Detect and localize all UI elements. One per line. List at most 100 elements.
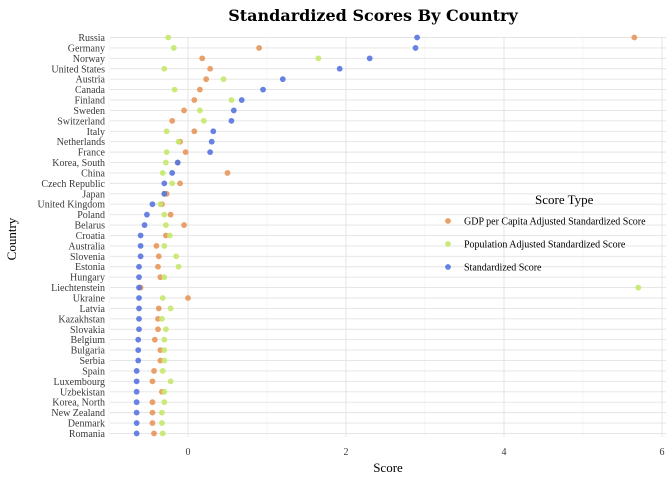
y-tick-label: Poland (77, 210, 105, 221)
data-point (207, 65, 214, 72)
data-point (165, 34, 172, 41)
data-point (315, 55, 322, 62)
data-point (153, 243, 160, 249)
legend-key (445, 241, 451, 247)
data-point (196, 107, 203, 114)
y-tick-label: Hungary (70, 273, 105, 284)
y-tick-label: Switzerland (57, 116, 105, 127)
data-point (136, 295, 142, 301)
data-point (133, 368, 140, 374)
data-point (170, 45, 177, 51)
y-tick-label: Ukraine (73, 294, 106, 305)
data-point (161, 180, 168, 187)
data-point (412, 45, 419, 51)
data-point (200, 117, 207, 124)
data-point (210, 128, 217, 135)
y-tick-label: Australia (68, 241, 105, 252)
data-point (137, 243, 144, 249)
y-tick-label: China (81, 168, 105, 179)
y-tick-label: Korea, South (52, 158, 105, 169)
data-point (144, 211, 150, 218)
data-point (169, 170, 176, 176)
y-tick-label: Russia (78, 33, 105, 44)
series-points (133, 34, 420, 437)
data-point (173, 253, 180, 260)
data-point (135, 336, 142, 343)
data-point (161, 347, 168, 353)
data-point (167, 378, 174, 385)
data-point (185, 295, 191, 301)
x-axis-tick-labels: 0 2 4 6 (186, 447, 665, 458)
data-point (161, 357, 168, 364)
data-point (177, 180, 184, 187)
data-point (133, 409, 140, 416)
y-tick-label: Austria (76, 75, 106, 86)
y-tick-label: Slovakia (70, 325, 106, 336)
data-point (136, 315, 142, 322)
data-point (136, 284, 142, 291)
data-point (166, 232, 173, 239)
data-point (161, 211, 168, 218)
data-point (157, 201, 164, 208)
data-point (631, 34, 638, 41)
data-point (228, 97, 235, 103)
y-tick-label: Canada (75, 85, 106, 96)
data-point (155, 305, 162, 312)
data-point (169, 180, 176, 187)
legend-key (445, 264, 451, 270)
data-point (163, 128, 170, 135)
data-point (133, 378, 140, 385)
data-point (136, 263, 142, 270)
data-point (162, 326, 169, 333)
data-point (161, 336, 168, 343)
y-tick-label: Czech Republic (41, 179, 105, 190)
data-point (169, 117, 176, 124)
data-point (238, 97, 245, 103)
data-point (191, 97, 198, 103)
data-point (161, 190, 168, 197)
data-point (207, 149, 214, 156)
data-point (162, 159, 169, 166)
y-tick-label: Netherlands (57, 137, 105, 148)
data-point (155, 263, 161, 270)
data-point (336, 65, 343, 72)
legend-label: GDP per Capita Adjusted Standardized Sco… (464, 217, 646, 228)
data-point (141, 222, 148, 228)
y-tick-label: Sweden (73, 106, 105, 117)
data-point (208, 138, 215, 145)
data-point (133, 430, 140, 437)
y-tick-label: Spain (82, 366, 105, 377)
data-point (136, 326, 142, 333)
legend-label: Population Adjusted Standardized Score (464, 240, 626, 251)
data-point (159, 430, 166, 437)
data-point (159, 170, 166, 176)
data-point (161, 388, 168, 395)
y-tick-label: Uzbekistan (60, 387, 105, 398)
data-point (149, 201, 156, 208)
y-tick-label: Germany (68, 43, 105, 54)
data-point (161, 65, 168, 72)
data-point (161, 274, 168, 281)
y-tick-label: Estonia (75, 262, 106, 273)
data-point (181, 222, 187, 228)
data-point (137, 253, 144, 260)
y-tick-label: Serbia (79, 356, 105, 367)
chart-title: Standardized Scores By Country (228, 6, 518, 25)
data-point (135, 357, 142, 364)
y-tick-label: Kazakhstan (58, 314, 105, 325)
data-point (167, 305, 174, 312)
data-point (151, 368, 157, 374)
y-tick-label: Latvia (79, 304, 105, 315)
data-point (414, 34, 420, 41)
data-point (159, 420, 165, 426)
data-point (159, 295, 166, 301)
data-point (149, 420, 156, 426)
data-point (224, 170, 231, 176)
y-tick-label: Denmark (68, 419, 105, 430)
data-point (151, 430, 157, 437)
legend-key (445, 218, 451, 224)
data-point (155, 253, 162, 260)
data-point (159, 368, 166, 374)
y-tick-label: Liechtenstein (51, 283, 105, 294)
